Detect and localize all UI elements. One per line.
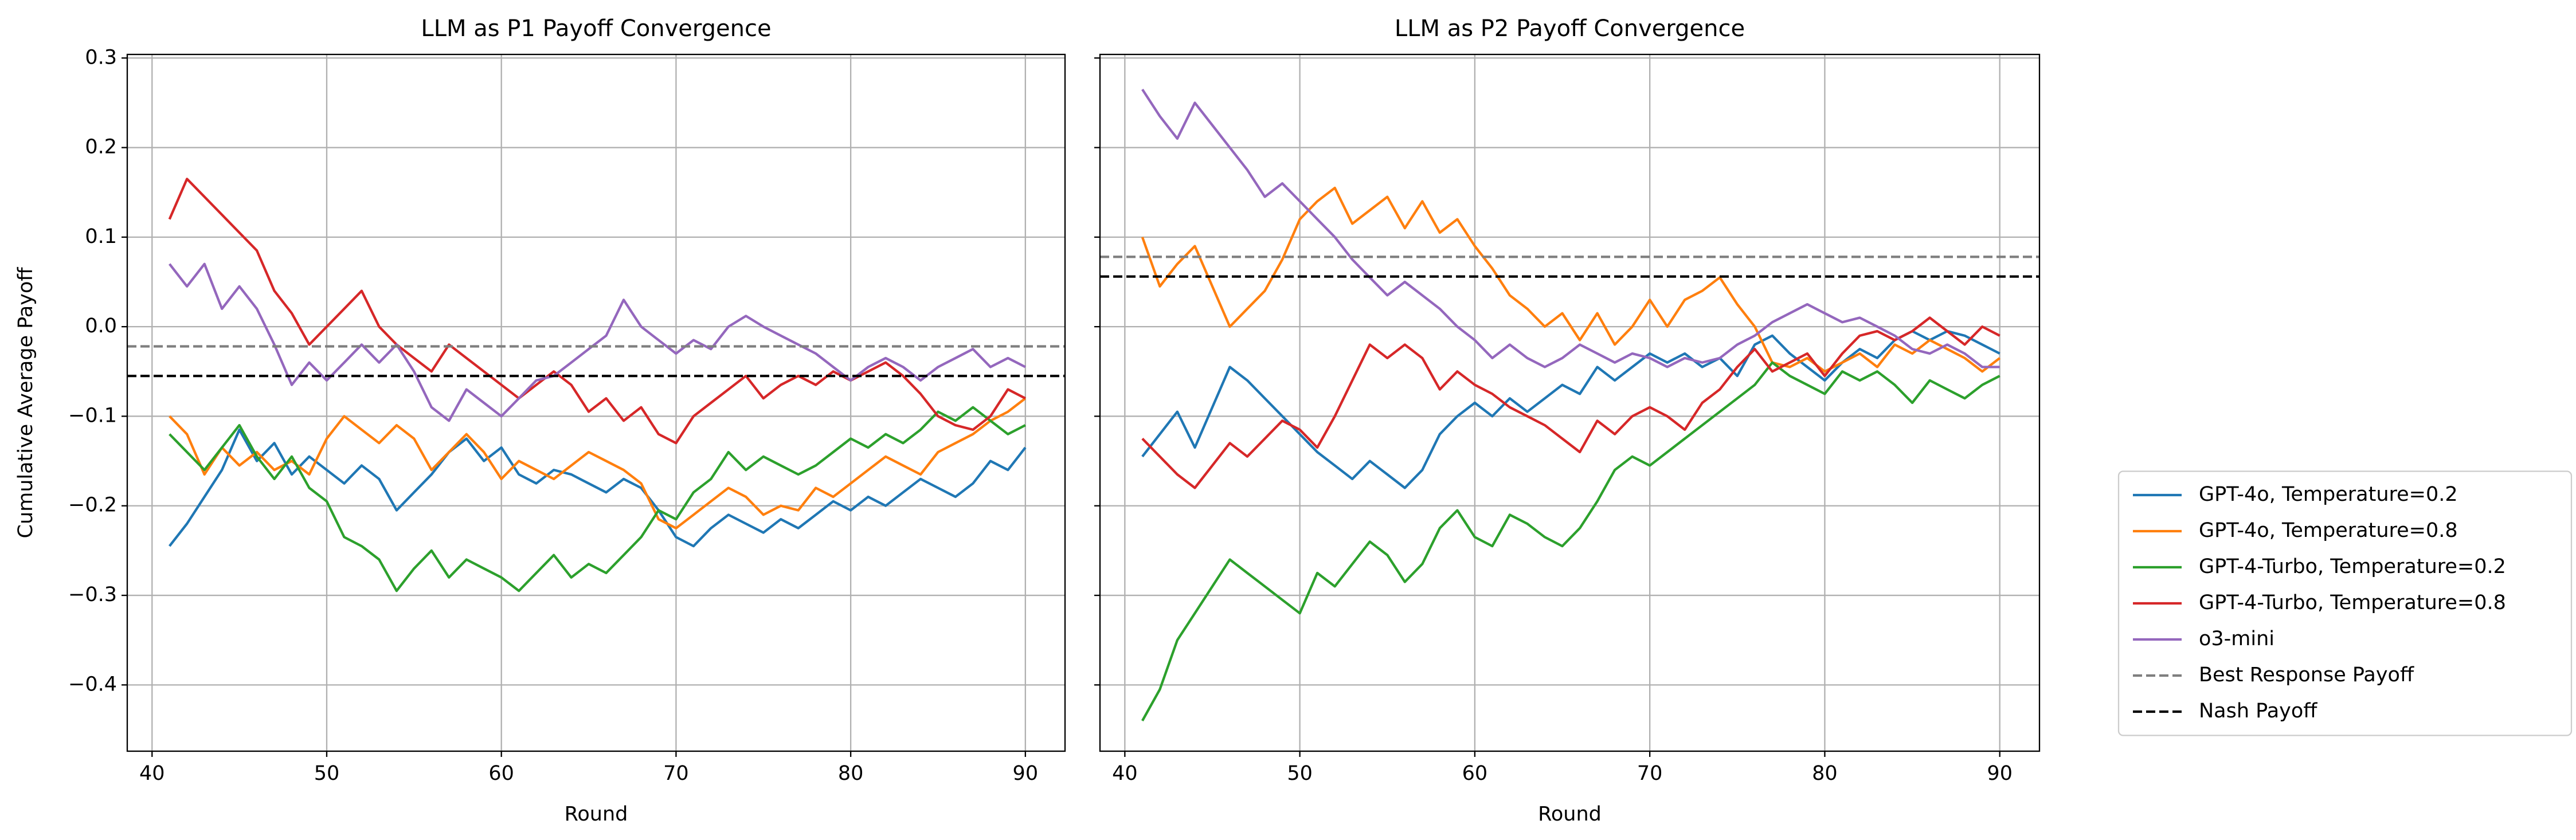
x-tick-label: 40 <box>139 762 165 785</box>
x-tick-label: 90 <box>1013 762 1039 785</box>
x-axis-label: Round <box>565 803 628 826</box>
legend-label: GPT-4o, Temperature=0.2 <box>2199 483 2458 506</box>
x-tick-label: 80 <box>838 762 864 785</box>
axes-frame <box>126 53 1066 752</box>
x-tick-label: 60 <box>488 762 514 785</box>
y-tick-label: 0.0 <box>85 315 117 337</box>
legend-label: Best Response Payoff <box>2199 664 2414 686</box>
legend-label: o3-mini <box>2199 627 2274 650</box>
series-line <box>1141 88 2000 368</box>
y-tick-label: 0.1 <box>85 225 117 248</box>
x-tick-label: 70 <box>663 762 689 785</box>
plot-area: −0.4 −0.3 −0.2 −0.1 0.0 0.1 0.2 0.3 40 50 60 70 80 90… <box>14 15 1066 826</box>
series-line <box>168 178 1026 445</box>
plot-area: 40 50 60 70 80 90 LLM as P2 Payoff Convergence… <box>1094 15 2041 826</box>
x-tick-label: 70 <box>1637 762 1663 785</box>
x-tick-label: 50 <box>314 762 340 785</box>
x-tick-label: 40 <box>1112 762 1138 785</box>
series-line <box>1141 329 2000 489</box>
legend-box <box>2117 470 2573 736</box>
x-axis-label: Round <box>1538 803 1602 826</box>
legend-label: GPT-4-Turbo, Temperature=0.8 <box>2199 591 2506 614</box>
y-tick-label: −0.4 <box>68 673 117 696</box>
x-tick-label: 60 <box>1462 762 1488 785</box>
series-line <box>169 397 1027 529</box>
x-tick-label: 90 <box>1987 762 2013 785</box>
legend-label: GPT-4-Turbo, Temperature=0.2 <box>2199 555 2506 578</box>
y-tick-label: −0.3 <box>68 583 117 606</box>
y-tick-label: 0.3 <box>85 46 117 69</box>
axes-frame <box>1099 53 2041 752</box>
legend: GPT-4o, Temperature=0.2 GPT-4o, Temperatu… <box>2117 470 2573 736</box>
series-line <box>169 262 1026 422</box>
y-tick-label: −0.1 <box>68 404 117 427</box>
series-line <box>1141 361 2000 721</box>
chart-title: LLM as P1 Payoff Convergence <box>421 15 771 42</box>
x-tick-label: 50 <box>1287 762 1313 785</box>
y-tick-label: 0.2 <box>85 136 117 159</box>
x-tick-label: 80 <box>1812 762 1838 785</box>
chart-title: LLM as P2 Payoff Convergence <box>1395 15 1745 42</box>
y-tick-label: −0.2 <box>68 494 117 517</box>
y-axis-label: Cumulative Average Payoff <box>14 267 37 539</box>
series-line <box>1141 316 2000 489</box>
legend-label: Nash Payoff <box>2199 700 2317 723</box>
series-line <box>1141 186 2001 373</box>
legend-label: GPT-4o, Temperature=0.8 <box>2199 519 2458 542</box>
series-line <box>169 428 1027 548</box>
series-line <box>169 406 1026 592</box>
